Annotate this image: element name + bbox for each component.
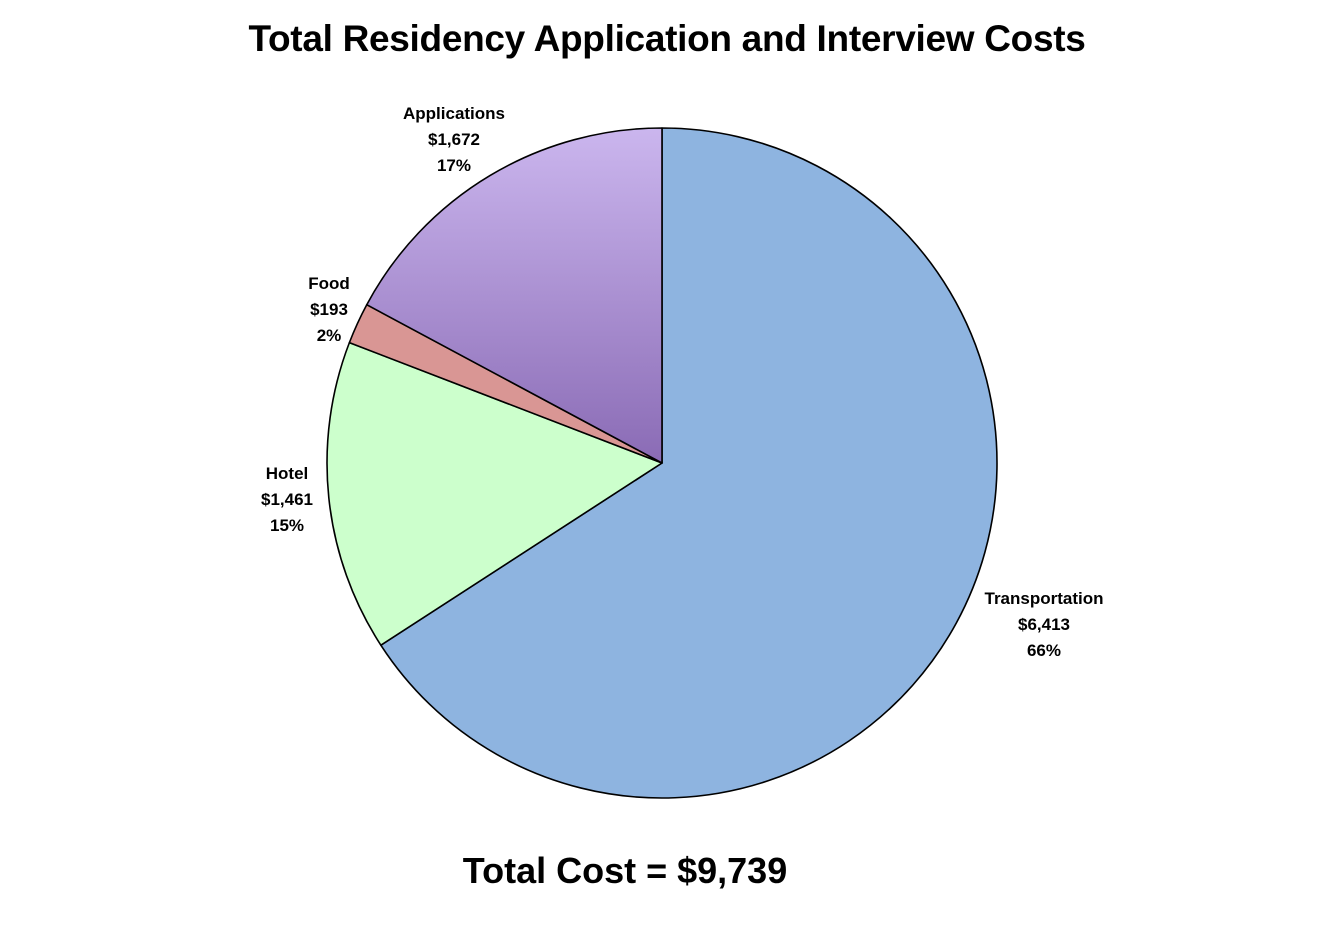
pie-slice-applications	[365, 127, 663, 464]
slice-value: $1,672	[427, 130, 480, 149]
slice-percent: 66%	[1026, 641, 1062, 660]
slice-name: Applications	[402, 104, 506, 123]
slice-value: $1,461	[261, 490, 313, 509]
slice-name: Food	[308, 274, 350, 293]
slice-label-applications: Applications $1,672 17%	[403, 101, 505, 179]
slice-value: $193	[310, 300, 348, 319]
slice-name: Hotel	[265, 464, 309, 483]
slice-percent: 17%	[436, 156, 472, 175]
total-cost: Total Cost = $9,739	[462, 850, 788, 891]
slice-percent: 15%	[269, 516, 305, 535]
slice-name: Transportation	[984, 589, 1104, 608]
slice-label-food: Food $193 2%	[308, 271, 350, 349]
slice-label-transportation: Transportation $6,413 66%	[984, 586, 1103, 664]
slice-percent: 2%	[316, 326, 342, 345]
pie-slices	[326, 127, 998, 799]
pie-slice-hotel	[326, 341, 663, 646]
chart-title: Total Residency Application and Intervie…	[248, 18, 1086, 59]
slice-value: $6,413	[1017, 615, 1070, 634]
pie-slice-transportation	[380, 127, 998, 799]
slice-label-hotel: Hotel $1,461 15%	[261, 461, 313, 539]
